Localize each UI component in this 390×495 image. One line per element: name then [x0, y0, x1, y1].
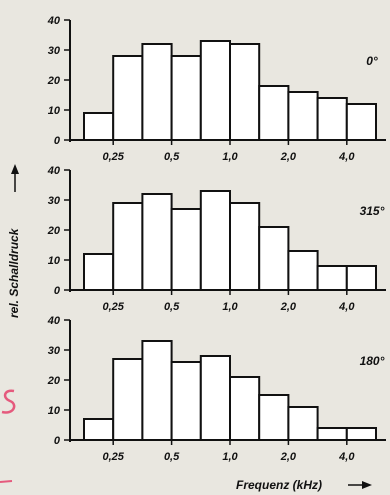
y-tick-label: 40 [47, 15, 61, 27]
x-axis-title: Frequenz (kHz) [236, 478, 322, 492]
x-tick-label: 0,5 [164, 451, 180, 463]
panel-1: 0 10 20 30 40 0,25 0,5 1,0 2,0 4,0 315° [47, 165, 386, 313]
bar [345, 265, 377, 291]
chart-panels: 0 10 20 30 40 0,25 0,5 1,0 2,0 4,0 0° 0 10 20 30 40 0,25… [47, 15, 386, 463]
y-tick-label: 30 [48, 345, 61, 357]
bar [287, 250, 319, 291]
bar [258, 226, 290, 291]
bar [83, 418, 115, 441]
panel-angle-label: 315° [360, 204, 385, 218]
panel-angle-label: 180° [360, 354, 385, 368]
bar [345, 103, 377, 141]
bar [345, 427, 377, 441]
y-tick-label: 0 [54, 135, 61, 147]
x-tick-label: 1,0 [222, 301, 238, 313]
x-tick-label: 0,5 [164, 151, 180, 163]
x-tick-label: 4,0 [338, 151, 355, 163]
y-tick-label: 10 [48, 105, 61, 117]
pink-pen-line [0, 480, 13, 483]
y-tick-label: 0 [54, 435, 61, 447]
bar [112, 358, 144, 441]
x-tick-label: 4,0 [338, 301, 355, 313]
y-tick-label: 40 [47, 315, 61, 327]
x-tick-label: 2,0 [280, 451, 297, 463]
bar [229, 43, 261, 141]
y-tick-label: 20 [47, 375, 61, 387]
bar [229, 376, 261, 441]
bar [199, 190, 232, 291]
bar [141, 43, 173, 141]
bar [170, 361, 202, 441]
panel-angle-label: 0° [366, 54, 378, 68]
x-tick-label: 0,25 [102, 151, 124, 163]
bar [112, 202, 144, 291]
bar [141, 340, 173, 441]
bar [229, 202, 261, 291]
bar [287, 91, 319, 141]
bar [199, 40, 232, 141]
x-tick-label: 0,5 [164, 301, 180, 313]
x-tick-label: 2,0 [280, 151, 297, 163]
y-tick-label: 10 [48, 405, 61, 417]
x-tick-label: 4,0 [338, 451, 355, 463]
bar [83, 112, 115, 141]
bar [316, 97, 348, 141]
y-tick-label: 10 [48, 255, 61, 267]
x-tick-label: 1,0 [222, 451, 238, 463]
x-tick-label: 2,0 [280, 301, 297, 313]
y-tick-label: 30 [48, 45, 61, 57]
pink-pen-mark [1, 389, 16, 414]
bar [258, 394, 290, 441]
y-tick-label: 0 [54, 285, 61, 297]
x-tick-label: 1,0 [222, 151, 238, 163]
y-axis-title: rel. Schalldruck [7, 227, 21, 318]
bar [287, 406, 319, 441]
y-tick-label: 20 [47, 225, 61, 237]
panel-2: 0 10 20 30 40 0,25 0,5 1,0 2,0 4,0 180° [47, 315, 386, 463]
bar [258, 85, 290, 141]
bar [316, 427, 348, 441]
x-axis-title-group: Frequenz (kHz) [236, 478, 372, 492]
bar [199, 355, 232, 441]
bar [170, 208, 202, 291]
x-axis-arrow [348, 481, 372, 489]
x-tick-label: 0,25 [102, 301, 124, 313]
bar [112, 55, 144, 141]
y-axis-title-group: rel. Schalldruck [7, 164, 21, 318]
bar [170, 55, 202, 141]
panel-0: 0 10 20 30 40 0,25 0,5 1,0 2,0 4,0 0° [47, 15, 386, 163]
bar [83, 253, 115, 291]
bar [316, 265, 348, 291]
y-tick-label: 40 [47, 165, 61, 177]
y-tick-label: 30 [48, 195, 61, 207]
x-tick-label: 0,25 [102, 451, 124, 463]
y-tick-label: 20 [47, 75, 61, 87]
y-axis-arrow [11, 164, 19, 192]
bar [141, 193, 173, 291]
